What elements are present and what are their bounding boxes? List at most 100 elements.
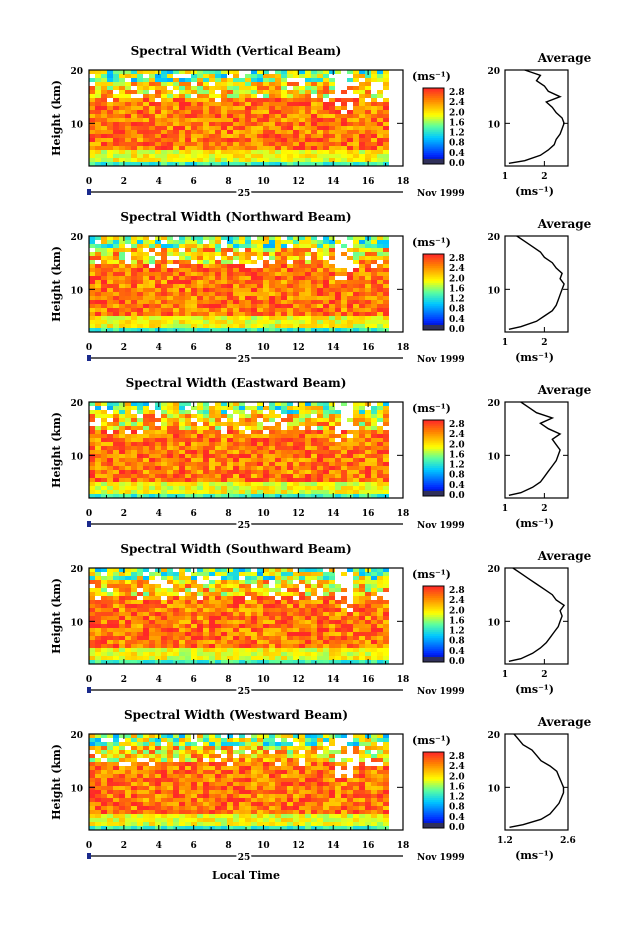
heatmap-cell [311, 280, 317, 284]
heatmap-cell [89, 126, 95, 130]
heatmap-cell [371, 118, 377, 122]
heatmap-cell [281, 138, 287, 142]
heatmap-cell [89, 414, 95, 418]
heatmap-cell [101, 596, 107, 600]
heatmap-cell [113, 596, 119, 600]
heatmap-cell [143, 134, 149, 138]
heatmap-cell [215, 652, 221, 656]
heatmap-cell [143, 142, 149, 146]
heatmap-cell [335, 138, 341, 142]
heatmap-cell [269, 280, 275, 284]
heatmap-cell [371, 280, 377, 284]
heatmap-cell [119, 470, 125, 474]
heatmap-cell [269, 628, 275, 632]
heatmap-cell [251, 612, 257, 616]
colorbar-tick-label: 2.0 [449, 108, 465, 118]
heatmap-cell [161, 126, 167, 130]
heatmap-cell [311, 458, 317, 462]
colorbar-tick-label: 2.8 [449, 254, 465, 264]
heatmap-cell [341, 312, 347, 316]
heatmap-cell [251, 82, 257, 86]
heatmap-cell [107, 632, 113, 636]
heatmap-cell [149, 604, 155, 608]
heatmap-cell [89, 146, 95, 150]
heatmap-cell [341, 644, 347, 648]
heatmap-cell [383, 114, 389, 118]
heatmap-cell [113, 296, 119, 300]
heatmap-cell [245, 86, 251, 90]
heatmap-cell [323, 122, 329, 126]
heatmap-cell [365, 596, 371, 600]
heatmap-cell [251, 616, 257, 620]
heatmap-cell [119, 98, 125, 102]
heatmap-cell [203, 126, 209, 130]
heatmap-cell [131, 154, 137, 158]
heatmap-cell [119, 580, 125, 584]
heatmap-cell [263, 150, 269, 154]
heatmap-cell [131, 308, 137, 312]
heatmap-cell [359, 636, 365, 640]
heatmap-cell [89, 604, 95, 608]
heatmap-cell [293, 74, 299, 78]
heatmap-cell [125, 90, 131, 94]
heatmap-cell [107, 162, 113, 166]
heatmap-cell [215, 122, 221, 126]
heatmap-cell [197, 324, 203, 328]
heatmap-cell [329, 86, 335, 90]
heatmap-cell [119, 656, 125, 660]
heatmap-cell [107, 640, 113, 644]
heatmap-cell [323, 296, 329, 300]
heatmap-cell [263, 130, 269, 134]
panel-title: Spectral Width (Northward Beam) [120, 210, 351, 224]
heatmap-cell [113, 256, 119, 260]
heatmap-cell [365, 244, 371, 248]
heatmap-cell [257, 600, 263, 604]
heatmap-cell [329, 296, 335, 300]
x-tick-label: 2 [121, 343, 127, 353]
date-label: Nov 1999 [417, 521, 465, 531]
heatmap-cell [173, 608, 179, 612]
heatmap-cell [113, 98, 119, 102]
heatmap-cell [275, 98, 281, 102]
heatmap-cell [353, 422, 359, 426]
heatmap-cell [137, 620, 143, 624]
heatmap-cell [245, 584, 251, 588]
heatmap-cell [377, 612, 383, 616]
heatmap-cell [269, 474, 275, 478]
heatmap-cell [299, 288, 305, 292]
heatmap-cell [209, 320, 215, 324]
heatmap-cell [119, 414, 125, 418]
heatmap-cell [329, 482, 335, 486]
heatmap-cell [263, 640, 269, 644]
heatmap-cell [173, 418, 179, 422]
heatmap-cell [293, 482, 299, 486]
heatmap-cell [365, 102, 371, 106]
heatmap-cell [95, 568, 101, 572]
heatmap-cell [119, 454, 125, 458]
heatmap-cell [215, 296, 221, 300]
heatmap-cell [167, 588, 173, 592]
heatmap-cell [155, 652, 161, 656]
heatmap-cell [347, 458, 353, 462]
heatmap-cell [161, 78, 167, 82]
heatmap-cell [269, 296, 275, 300]
heatmap-cell [227, 426, 233, 430]
heatmap-cell [227, 482, 233, 486]
heatmap-cell [191, 482, 197, 486]
heatmap-cell [209, 312, 215, 316]
heatmap-cell [383, 584, 389, 588]
heatmap-cell [287, 82, 293, 86]
heatmap-cell [293, 150, 299, 154]
heatmap-cell [179, 284, 185, 288]
heatmap-cell [137, 118, 143, 122]
heatmap-cell [329, 422, 335, 426]
heatmap-cell [113, 644, 119, 648]
heatmap-cell [269, 588, 275, 592]
heatmap-cell [317, 656, 323, 660]
heatmap-cell [335, 422, 341, 426]
heatmap-cell [317, 660, 323, 664]
heatmap-cell [227, 422, 233, 426]
heatmap-cell [197, 236, 203, 240]
heatmap-cell [293, 98, 299, 102]
heatmap-cell [203, 150, 209, 154]
